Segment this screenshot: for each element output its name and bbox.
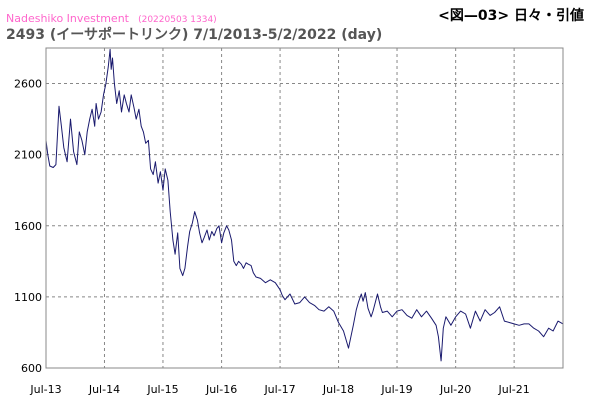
y-tick-label: 600 xyxy=(21,362,42,375)
x-axis-ticks: Jul-13 Jul-14 Jul-15 Jul-16 Jul-17 Jul-18 Jul-… xyxy=(29,383,529,396)
x-tick-label: Jul-17 xyxy=(263,383,295,396)
y-tick-label: 2600 xyxy=(14,78,42,91)
x-tick-label: Jul-20 xyxy=(439,383,471,396)
x-tick-label: Jul-16 xyxy=(205,383,237,396)
x-tick-label: Jul-13 xyxy=(29,383,61,396)
figure-label: <図—03> 日々・引値 xyxy=(438,8,584,24)
grid-lines xyxy=(46,48,563,368)
timestamp: (20220503 1334) xyxy=(138,15,217,25)
y-tick-label: 1600 xyxy=(14,220,42,233)
y-tick-label: 2100 xyxy=(14,149,42,162)
y-tick-label: 1100 xyxy=(14,291,42,304)
brand-line: Nadeshiko Investment (20220503 1334) xyxy=(6,7,217,25)
chart-title: 2493 (イーサポートリンク) 7/1/2013-5/2/2022 (day) xyxy=(6,27,383,43)
brand-name: Nadeshiko Investment xyxy=(6,12,129,25)
x-tick-label: Jul-14 xyxy=(88,383,120,396)
plot-frame xyxy=(45,47,564,369)
x-tick-label: Jul-18 xyxy=(322,383,354,396)
price-series-line xyxy=(45,48,564,362)
x-tick-label: Jul-21 xyxy=(498,383,530,396)
y-axis-ticks: 600 1100 1600 2100 2600 xyxy=(14,78,42,375)
x-tick-label: Jul-19 xyxy=(380,383,412,396)
x-tick-label: Jul-15 xyxy=(146,383,178,396)
